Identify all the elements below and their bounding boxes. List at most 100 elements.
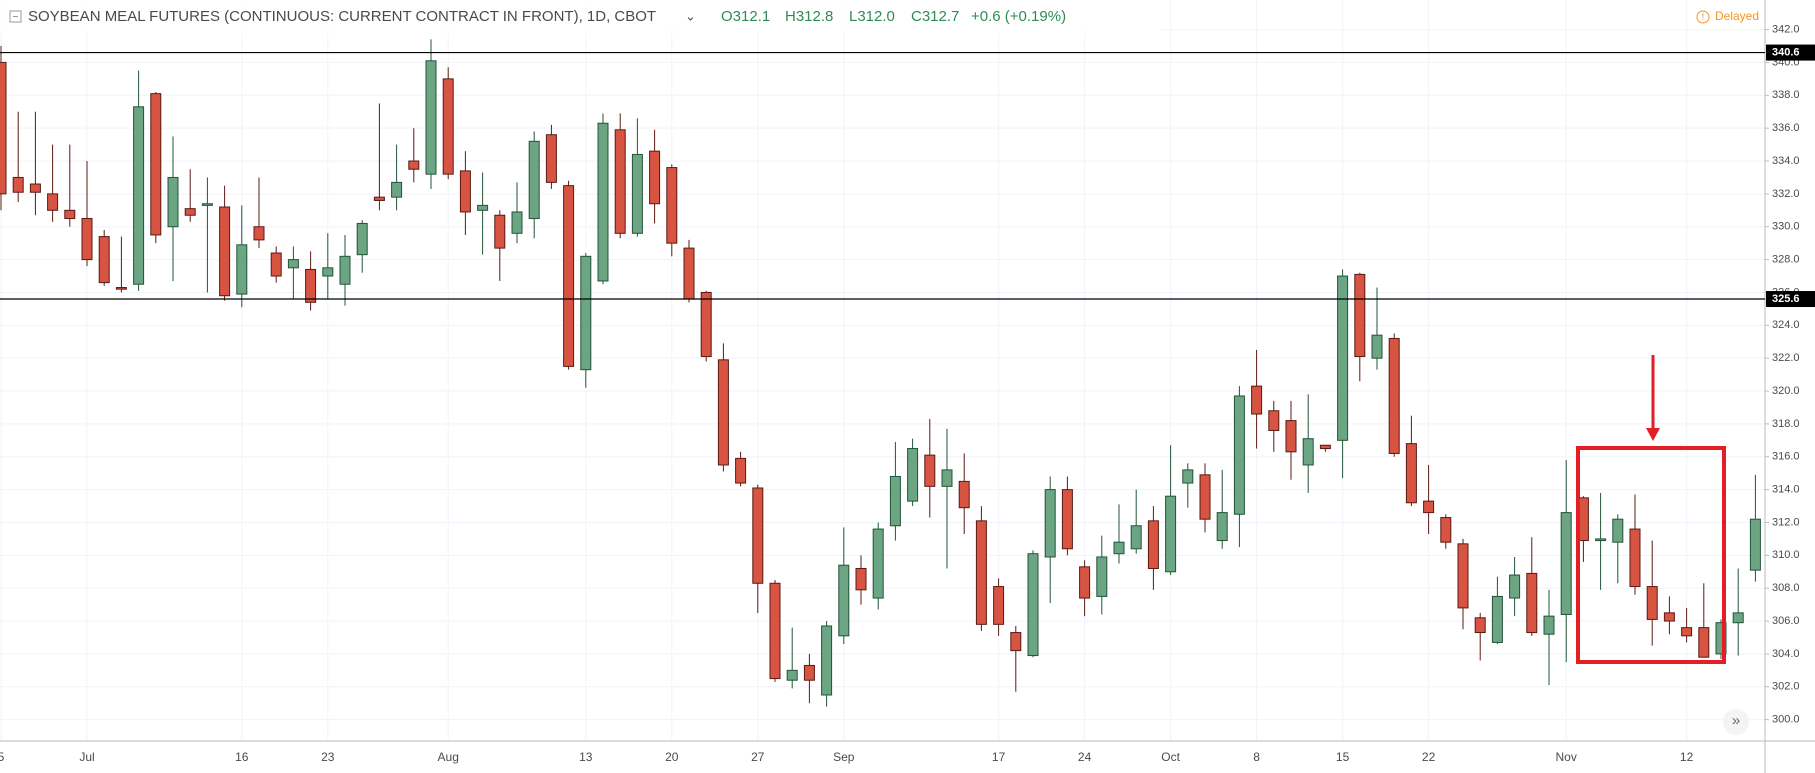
x-tick-label: 5 <box>0 750 5 764</box>
candle-body <box>821 625 833 696</box>
candle-body <box>769 582 781 680</box>
highlight-box <box>1576 446 1726 664</box>
candle-body <box>872 528 884 599</box>
candle-body <box>752 487 764 584</box>
delayed-icon-mark: ! <box>1702 11 1705 21</box>
candle-body <box>115 287 127 290</box>
candle-body <box>1371 334 1383 359</box>
x-tick-label: 22 <box>1422 750 1436 764</box>
y-tick-label: 312.0 <box>1772 516 1800 528</box>
y-tick-label: 310.0 <box>1772 549 1800 561</box>
candle-body <box>545 134 557 183</box>
x-tick-label: 23 <box>321 750 335 764</box>
candle-body <box>184 208 196 216</box>
dropdown-icon[interactable]: ⌄ <box>685 8 696 23</box>
candle-body <box>1285 420 1297 453</box>
candle-body <box>64 209 76 220</box>
candle-body <box>855 567 867 591</box>
candle-body <box>803 664 815 681</box>
candle-body <box>924 454 936 487</box>
candle-body <box>356 222 368 256</box>
candle-body <box>1061 489 1073 550</box>
change-value: +0.6 (+0.19%) <box>971 8 1066 25</box>
candle-body <box>1749 518 1761 571</box>
candle-body <box>1474 617 1486 634</box>
candle-body <box>1302 438 1314 466</box>
candle-body <box>253 226 265 241</box>
candle-body <box>1698 627 1710 658</box>
x-tick-label: 27 <box>751 750 765 764</box>
x-tick-label: 20 <box>665 750 679 764</box>
candle-body <box>1165 495 1177 573</box>
candle-body <box>735 457 747 484</box>
price-label-box <box>1766 291 1815 308</box>
x-tick-label: Aug <box>438 750 459 764</box>
scroll-icon: » <box>1732 712 1740 729</box>
candle-body <box>1543 615 1555 635</box>
x-tick-label: Jul <box>79 750 94 764</box>
candle-body <box>322 267 334 277</box>
candle-body <box>1096 556 1108 597</box>
delayed-status[interactable]: Delayed <box>1715 9 1759 23</box>
candle-body <box>47 193 59 211</box>
candle-body <box>1405 443 1417 504</box>
low-value: L312.0 <box>849 8 895 25</box>
candle-body <box>975 520 987 625</box>
arrow-head <box>1646 428 1660 441</box>
candle-body <box>597 122 609 282</box>
candle-body <box>1509 574 1521 599</box>
candle-body <box>666 167 678 244</box>
candle-body <box>1079 566 1091 599</box>
candle-body <box>1423 500 1435 514</box>
candle-body <box>1010 632 1022 652</box>
candle-body <box>889 475 901 527</box>
candle-body <box>1526 572 1538 634</box>
y-tick-label: 342.0 <box>1772 23 1800 35</box>
candle-body <box>786 669 798 681</box>
candle-body <box>425 60 437 175</box>
candle-body <box>201 203 213 206</box>
candle-body <box>1595 538 1607 542</box>
candle-body <box>150 93 162 236</box>
candle-body <box>1044 489 1056 558</box>
candle-body <box>907 448 919 502</box>
x-tick-label: 12 <box>1680 750 1694 764</box>
price-label-box <box>1766 44 1815 61</box>
open-value: O312.1 <box>721 8 770 25</box>
candle-body <box>305 268 317 303</box>
candle-body <box>1612 518 1624 543</box>
candle-body <box>408 160 420 170</box>
candle-body <box>1681 627 1693 637</box>
candle-body <box>1457 543 1469 609</box>
candle-body <box>29 183 41 193</box>
x-tick-label: 8 <box>1253 750 1260 764</box>
y-tick-label: 302.0 <box>1772 681 1800 693</box>
candle-body <box>631 153 643 234</box>
candle-body <box>1491 595 1503 643</box>
candle-body <box>563 185 575 367</box>
candle-body <box>683 247 695 300</box>
y-tick-label: 336.0 <box>1772 122 1800 134</box>
y-tick-label: 316.0 <box>1772 451 1800 463</box>
close-value: C312.7 <box>911 8 959 25</box>
candle-body <box>717 359 729 466</box>
candle-body <box>1147 520 1159 569</box>
scroll-button[interactable] <box>1723 709 1749 735</box>
y-tick-label: 330.0 <box>1772 221 1800 233</box>
y-tick-label: 340.0 <box>1772 56 1800 68</box>
x-tick-label: Nov <box>1556 750 1577 764</box>
collapse-button[interactable] <box>9 10 22 23</box>
candle-body <box>1663 612 1675 622</box>
candle-body <box>1233 395 1245 515</box>
candle-body <box>649 150 661 205</box>
x-tick-label: 16 <box>235 750 249 764</box>
candle-body <box>167 176 179 228</box>
y-tick-label: 328.0 <box>1772 254 1800 266</box>
price-label: 340.6 <box>1772 46 1800 58</box>
y-tick-label: 318.0 <box>1772 418 1800 430</box>
candle-body <box>1337 275 1349 441</box>
candle-body <box>477 204 489 211</box>
candle-body <box>373 196 385 201</box>
candle-body <box>614 129 626 234</box>
